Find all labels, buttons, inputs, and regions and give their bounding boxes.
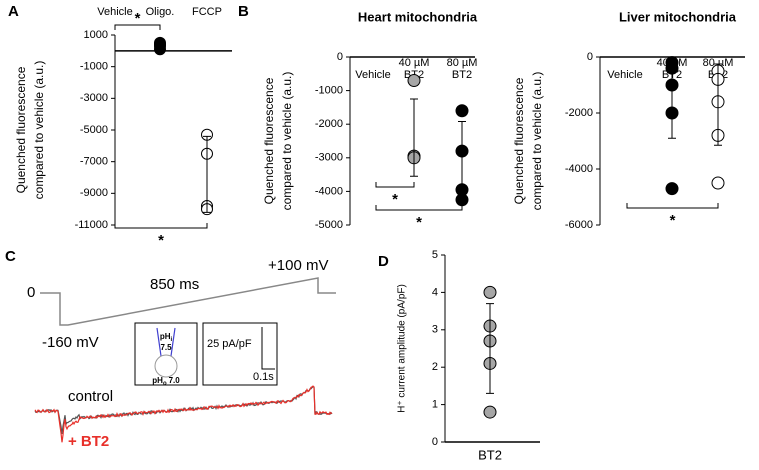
y-tick-label: -3000	[80, 92, 108, 104]
y-tick-label: -5000	[315, 219, 343, 231]
trace-label: control	[68, 388, 113, 405]
y-tick-label: 0	[337, 51, 343, 63]
y-tick-label: -1000	[315, 85, 343, 97]
current-trace	[34, 385, 333, 443]
cell	[154, 354, 178, 378]
error-bar	[410, 98, 418, 177]
category-label: 80 µM	[703, 57, 734, 69]
y-tick-label: 0	[587, 51, 593, 63]
ph-inside-value: 7.5	[160, 343, 172, 352]
y-tick-label: -2000	[315, 118, 343, 130]
y-axis-label: compared to vehicle (a.u.)	[280, 72, 294, 211]
error-bar	[486, 303, 494, 394]
data-point	[665, 182, 679, 196]
scale-bar	[261, 327, 275, 370]
y-tick-label: 3	[432, 324, 438, 336]
category-label: FCCP	[192, 6, 222, 18]
y-tick-label: -6000	[565, 219, 593, 231]
significance-star: *	[416, 214, 422, 231]
category-label: 40 µM	[399, 57, 430, 69]
y-axis-label: Quenched fluorescence	[262, 77, 276, 204]
ramp-duration: 850 ms	[150, 276, 199, 293]
significance-star: *	[392, 191, 398, 208]
data-point	[154, 36, 166, 49]
y-tick-label: -2000	[565, 107, 593, 119]
error-bar	[668, 64, 676, 139]
pipette	[170, 327, 176, 357]
chart-title: Heart mitochondria	[358, 9, 478, 24]
ph-sub: i	[171, 337, 173, 343]
ph-value: 7.0	[169, 376, 181, 385]
category-label: Oligo.	[146, 6, 175, 18]
significance-star: *	[158, 232, 164, 249]
ph-outside: pHo 7.0	[152, 376, 180, 386]
category-label: 80 µM	[447, 57, 478, 69]
significance-bracket	[375, 205, 463, 211]
error-bar	[714, 63, 722, 146]
zero-label: 0	[27, 284, 35, 301]
y-tick-label: 1000	[84, 29, 108, 41]
max-voltage: +100 mV	[268, 257, 328, 274]
panel-label: B	[238, 3, 249, 20]
panel-label: C	[5, 248, 16, 265]
category-label: Vehicle	[355, 69, 390, 81]
y-tick-label: -4000	[315, 185, 343, 197]
ph-text: pH	[152, 376, 163, 385]
y-axis-label: Quenched fluorescence	[512, 77, 526, 204]
panel-c: 0 850 ms +100 mV -160 mV pHi 7.5 pHo 7.0 …	[27, 257, 336, 450]
category-label: Vehicle	[607, 69, 642, 81]
y-tick-label: -1000	[80, 61, 108, 73]
error-bar	[458, 121, 466, 202]
panel-label: A	[8, 3, 19, 20]
inset-box	[202, 322, 278, 386]
traces	[34, 385, 333, 443]
significance-star: *	[670, 212, 676, 229]
voltage-protocol	[40, 277, 336, 326]
y-tick-label: -4000	[565, 163, 593, 175]
panel-label: D	[378, 253, 389, 270]
trace-label: + BT2	[68, 433, 109, 450]
significance-bracket	[626, 203, 719, 209]
y-tick-label: 1	[432, 399, 438, 411]
y-tick-label: 4	[432, 286, 438, 298]
data-point	[455, 104, 469, 118]
y-axis-label: H⁺ current amplitude (pA/pF)	[397, 284, 408, 413]
chart-title: Liver mitochondria	[619, 9, 737, 24]
category-label: Vehicle	[97, 6, 132, 18]
scale-current: 25 pA/pF	[207, 338, 252, 350]
data-point	[483, 405, 497, 419]
y-axis-label: compared to vehicle (a.u.)	[32, 61, 46, 200]
y-tick-label: -7000	[80, 156, 108, 168]
significance-bracket	[114, 24, 161, 30]
significance-bracket	[114, 223, 208, 229]
significance-bracket	[375, 182, 415, 188]
data-point	[483, 285, 497, 299]
inset-box	[134, 322, 198, 386]
category-label: BT2	[478, 447, 502, 462]
pipette	[156, 327, 162, 357]
y-tick-label: 5	[432, 249, 438, 261]
error-bar	[203, 135, 211, 213]
ph-inside: pHi	[160, 332, 173, 342]
y-tick-label: -3000	[315, 152, 343, 164]
y-tick-label: -11000	[75, 219, 108, 231]
category-label: BT2	[452, 69, 472, 81]
y-tick-label: 2	[432, 361, 438, 373]
scale-time: 0.1s	[253, 371, 274, 383]
ph-text: pH	[160, 332, 171, 341]
y-tick-label: 0	[432, 436, 438, 448]
y-tick-label: -5000	[80, 124, 108, 136]
y-axis-label: Quenched fluorescence	[14, 66, 28, 193]
y-axis-label: compared to vehicle (a.u.)	[530, 72, 544, 211]
data-point	[711, 176, 725, 190]
ph-sub: o	[163, 381, 167, 387]
significance-star: *	[135, 10, 141, 27]
min-voltage: -160 mV	[42, 334, 99, 351]
y-tick-label: -9000	[80, 187, 108, 199]
data-point	[407, 74, 421, 88]
